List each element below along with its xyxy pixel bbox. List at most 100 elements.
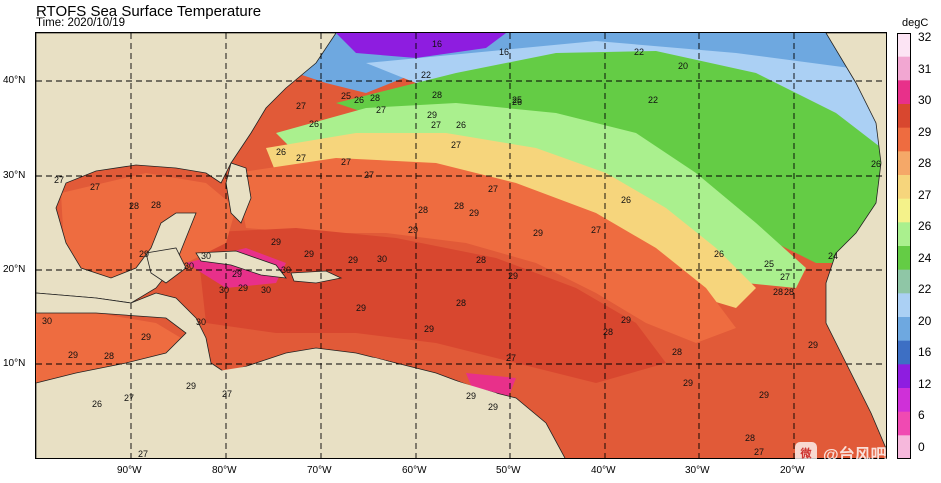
lat-label: 30°N <box>3 170 26 181</box>
colorbar-tick-label: 24 <box>918 250 932 265</box>
contour-label: 29 <box>759 390 769 400</box>
contour-label: 29 <box>427 110 437 120</box>
contour-label: 27 <box>431 120 441 130</box>
contour-label: 29 <box>621 315 631 325</box>
contour-label: 30 <box>377 254 387 264</box>
sst-band-green <box>336 51 886 263</box>
colorbar-tick-label: 27 <box>918 187 932 202</box>
contour-label: 27 <box>451 140 461 150</box>
contour-label: 27 <box>754 447 764 457</box>
colorbar-swatch <box>897 104 911 129</box>
contour-label: 27 <box>54 175 64 185</box>
contour-label: 29 <box>139 249 149 259</box>
colorbar-tick-label: 16 <box>918 345 932 360</box>
contour-label: 29 <box>271 237 281 247</box>
contour-label: 28 <box>745 433 755 443</box>
contour-label: 30 <box>281 265 291 275</box>
colorbar-tick-label: 22 <box>918 282 932 297</box>
contour-label: 27 <box>138 449 148 459</box>
contour-label: 29 <box>469 208 479 218</box>
colorbar-swatch <box>897 222 911 247</box>
colorbar <box>897 33 911 459</box>
contour-label: 29 <box>238 283 248 293</box>
contour-label: 28 <box>603 327 613 337</box>
colorbar-swatch <box>897 198 911 223</box>
lon-label: 50°W <box>496 465 521 476</box>
watermark: 微 @台风吧 <box>795 441 887 465</box>
contour-label: 27 <box>364 170 374 180</box>
contour-label: 30 <box>184 261 194 271</box>
colorbar-tick-label: 28 <box>918 156 932 171</box>
contour-label: 28 <box>456 298 466 308</box>
contour-label: 26 <box>714 249 724 259</box>
lat-label: 10°N <box>3 358 26 369</box>
colorbar-tick-label: 26 <box>918 219 932 234</box>
contour-label: 30 <box>196 317 206 327</box>
weibo-logo-icon: 微 <box>795 442 817 464</box>
contour-label: 26 <box>512 97 522 107</box>
contour-label: 27 <box>296 153 306 163</box>
contour-label: 30 <box>201 251 211 261</box>
contour-label: 29 <box>348 255 358 265</box>
contour-label: 29 <box>683 378 693 388</box>
contour-label: 27 <box>124 393 134 403</box>
contour-label: 20 <box>678 61 688 71</box>
contour-label: 27 <box>506 353 516 363</box>
colorbar-swatch <box>897 388 911 413</box>
land-africa <box>825 33 886 450</box>
colorbar-swatch <box>897 435 911 459</box>
lat-label: 40°N <box>3 75 26 86</box>
colorbar-unit: degC <box>902 17 929 29</box>
contour-label: 25 <box>764 259 774 269</box>
contour-label: 25 <box>341 91 351 101</box>
contour-label: 26 <box>354 95 364 105</box>
map-time: Time: 2020/10/19 <box>36 17 126 29</box>
contour-label: 30 <box>219 285 229 295</box>
colorbar-swatch <box>897 33 911 58</box>
contour-label: 30 <box>42 316 52 326</box>
colorbar-tick-label: 29 <box>918 124 932 139</box>
contour-label: 28 <box>476 255 486 265</box>
colorbar-swatch <box>897 364 911 389</box>
contour-label: 27 <box>488 184 498 194</box>
contour-label: 27 <box>780 272 790 282</box>
colorbar-swatch <box>897 269 911 294</box>
contour-label: 28 <box>151 200 161 210</box>
sst-map[interactable]: 16 16 22 20 22 22 26 28 27 25 26 27 28 2… <box>35 32 887 459</box>
colorbar-tick-label: 30 <box>918 93 932 108</box>
land-cuba <box>195 250 287 279</box>
lon-label: 40°W <box>591 465 616 476</box>
contour-label: 22 <box>634 47 644 57</box>
contour-label: 27 <box>376 105 386 115</box>
colorbar-tick-label: 6 <box>918 408 925 423</box>
contour-label: 26 <box>621 195 631 205</box>
contour-label: 29 <box>408 225 418 235</box>
contour-label: 29 <box>424 324 434 334</box>
colorbar-tick-label: 20 <box>918 313 932 328</box>
lat-label: 20°N <box>3 264 26 275</box>
contour-label: 29 <box>356 303 366 313</box>
contour-label: 28 <box>773 287 783 297</box>
contour-label: 27 <box>591 225 601 235</box>
land-south-america-fill <box>166 351 556 458</box>
colorbar-swatch <box>897 56 911 81</box>
contour-label: 16 <box>499 47 509 57</box>
lon-label: 60°W <box>402 465 427 476</box>
contour-label: 29 <box>533 228 543 238</box>
lon-label: 30°W <box>685 465 710 476</box>
contour-label: 29 <box>186 381 196 391</box>
sst-band-red <box>196 228 666 383</box>
contour-label: 29 <box>466 391 476 401</box>
contour-label: 28 <box>104 351 114 361</box>
contour-label: 28 <box>432 90 442 100</box>
contour-label: 29 <box>488 402 498 412</box>
colorbar-swatch <box>897 293 911 318</box>
contour-label: 28 <box>370 93 380 103</box>
contour-label: 26 <box>92 399 102 409</box>
sst-band-orange <box>236 158 736 343</box>
contour-label: 22 <box>648 95 658 105</box>
colorbar-swatch <box>897 246 911 271</box>
lon-label: 90°W <box>117 465 142 476</box>
lon-label: 20°W <box>780 465 805 476</box>
colorbar-tick-label: 32 <box>918 30 932 44</box>
